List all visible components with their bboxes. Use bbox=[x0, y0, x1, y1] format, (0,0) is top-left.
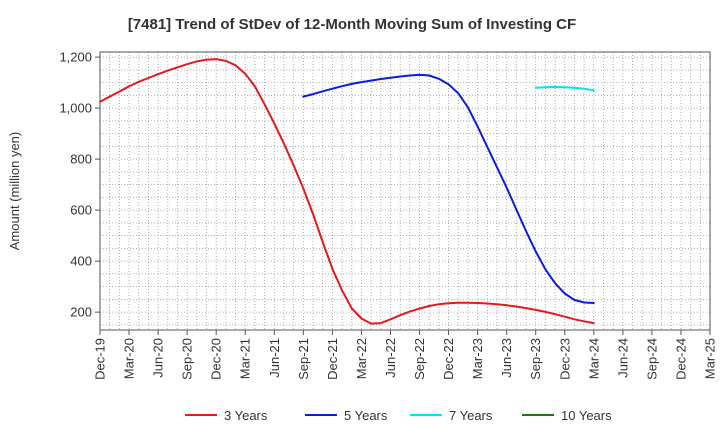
plot-frame bbox=[99, 51, 711, 331]
x-tick-label: Dec-22 bbox=[441, 338, 456, 380]
x-tick-label: Sep-23 bbox=[528, 338, 543, 380]
x-tick-label: Sep-21 bbox=[296, 338, 311, 380]
y-tick-label: 1,200 bbox=[59, 50, 92, 65]
x-tick-label: Mar-21 bbox=[238, 338, 253, 379]
legend-label-3-years: 3 Years bbox=[224, 408, 268, 423]
legend-label-7-years: 7 Years bbox=[449, 408, 493, 423]
x-tick-label: Jun-20 bbox=[151, 338, 166, 378]
x-tick-label: Mar-22 bbox=[354, 338, 369, 379]
x-tick-label: Sep-20 bbox=[180, 338, 195, 380]
x-tick-label: Dec-20 bbox=[209, 338, 224, 380]
series-line-3-years bbox=[99, 58, 595, 325]
y-axis-title: Amount (million yen) bbox=[7, 132, 22, 251]
x-tick-label: Dec-24 bbox=[673, 338, 688, 380]
y-axis-ticks: 200 400 600 800 1,000 1,200 bbox=[59, 50, 100, 320]
grid-layer bbox=[100, 52, 710, 330]
y-tick-label: 400 bbox=[70, 254, 92, 269]
series-line-7-years bbox=[534, 85, 595, 92]
y-tick-label: 800 bbox=[70, 152, 92, 167]
legend-label-5-years: 5 Years bbox=[344, 408, 388, 423]
x-tick-label: Jun-23 bbox=[499, 338, 514, 378]
y-tick-label: 200 bbox=[70, 305, 92, 320]
series-layer bbox=[99, 58, 595, 325]
x-tick-label: Mar-24 bbox=[586, 338, 601, 379]
x-tick-label: Mar-25 bbox=[703, 338, 718, 379]
x-tick-label: Sep-22 bbox=[412, 338, 427, 380]
y-tick-label: 1,000 bbox=[59, 101, 92, 116]
x-tick-label: Dec-23 bbox=[557, 338, 572, 380]
y-tick-label: 600 bbox=[70, 203, 92, 218]
legend: 3 Years 5 Years 7 Years 10 Years bbox=[185, 408, 612, 423]
x-tick-label: Dec-21 bbox=[325, 338, 340, 380]
legend-label-10-years: 10 Years bbox=[561, 408, 612, 423]
x-tick-label: Sep-24 bbox=[644, 338, 659, 380]
x-axis-ticks: Dec-19 Mar-20 Jun-20 Sep-20 Dec-20 Mar-21 Jun-… bbox=[93, 330, 718, 380]
x-tick-label: Dec-19 bbox=[93, 338, 108, 380]
x-tick-label: Jun-22 bbox=[383, 338, 398, 378]
chart-title: [7481] Trend of StDev of 12-Month Moving… bbox=[128, 16, 576, 33]
x-tick-label: Mar-23 bbox=[470, 338, 485, 379]
x-tick-label: Jun-24 bbox=[615, 338, 630, 378]
x-tick-label: Jun-21 bbox=[267, 338, 282, 378]
series-line-5-years bbox=[302, 73, 595, 304]
x-tick-label: Mar-20 bbox=[122, 338, 137, 379]
